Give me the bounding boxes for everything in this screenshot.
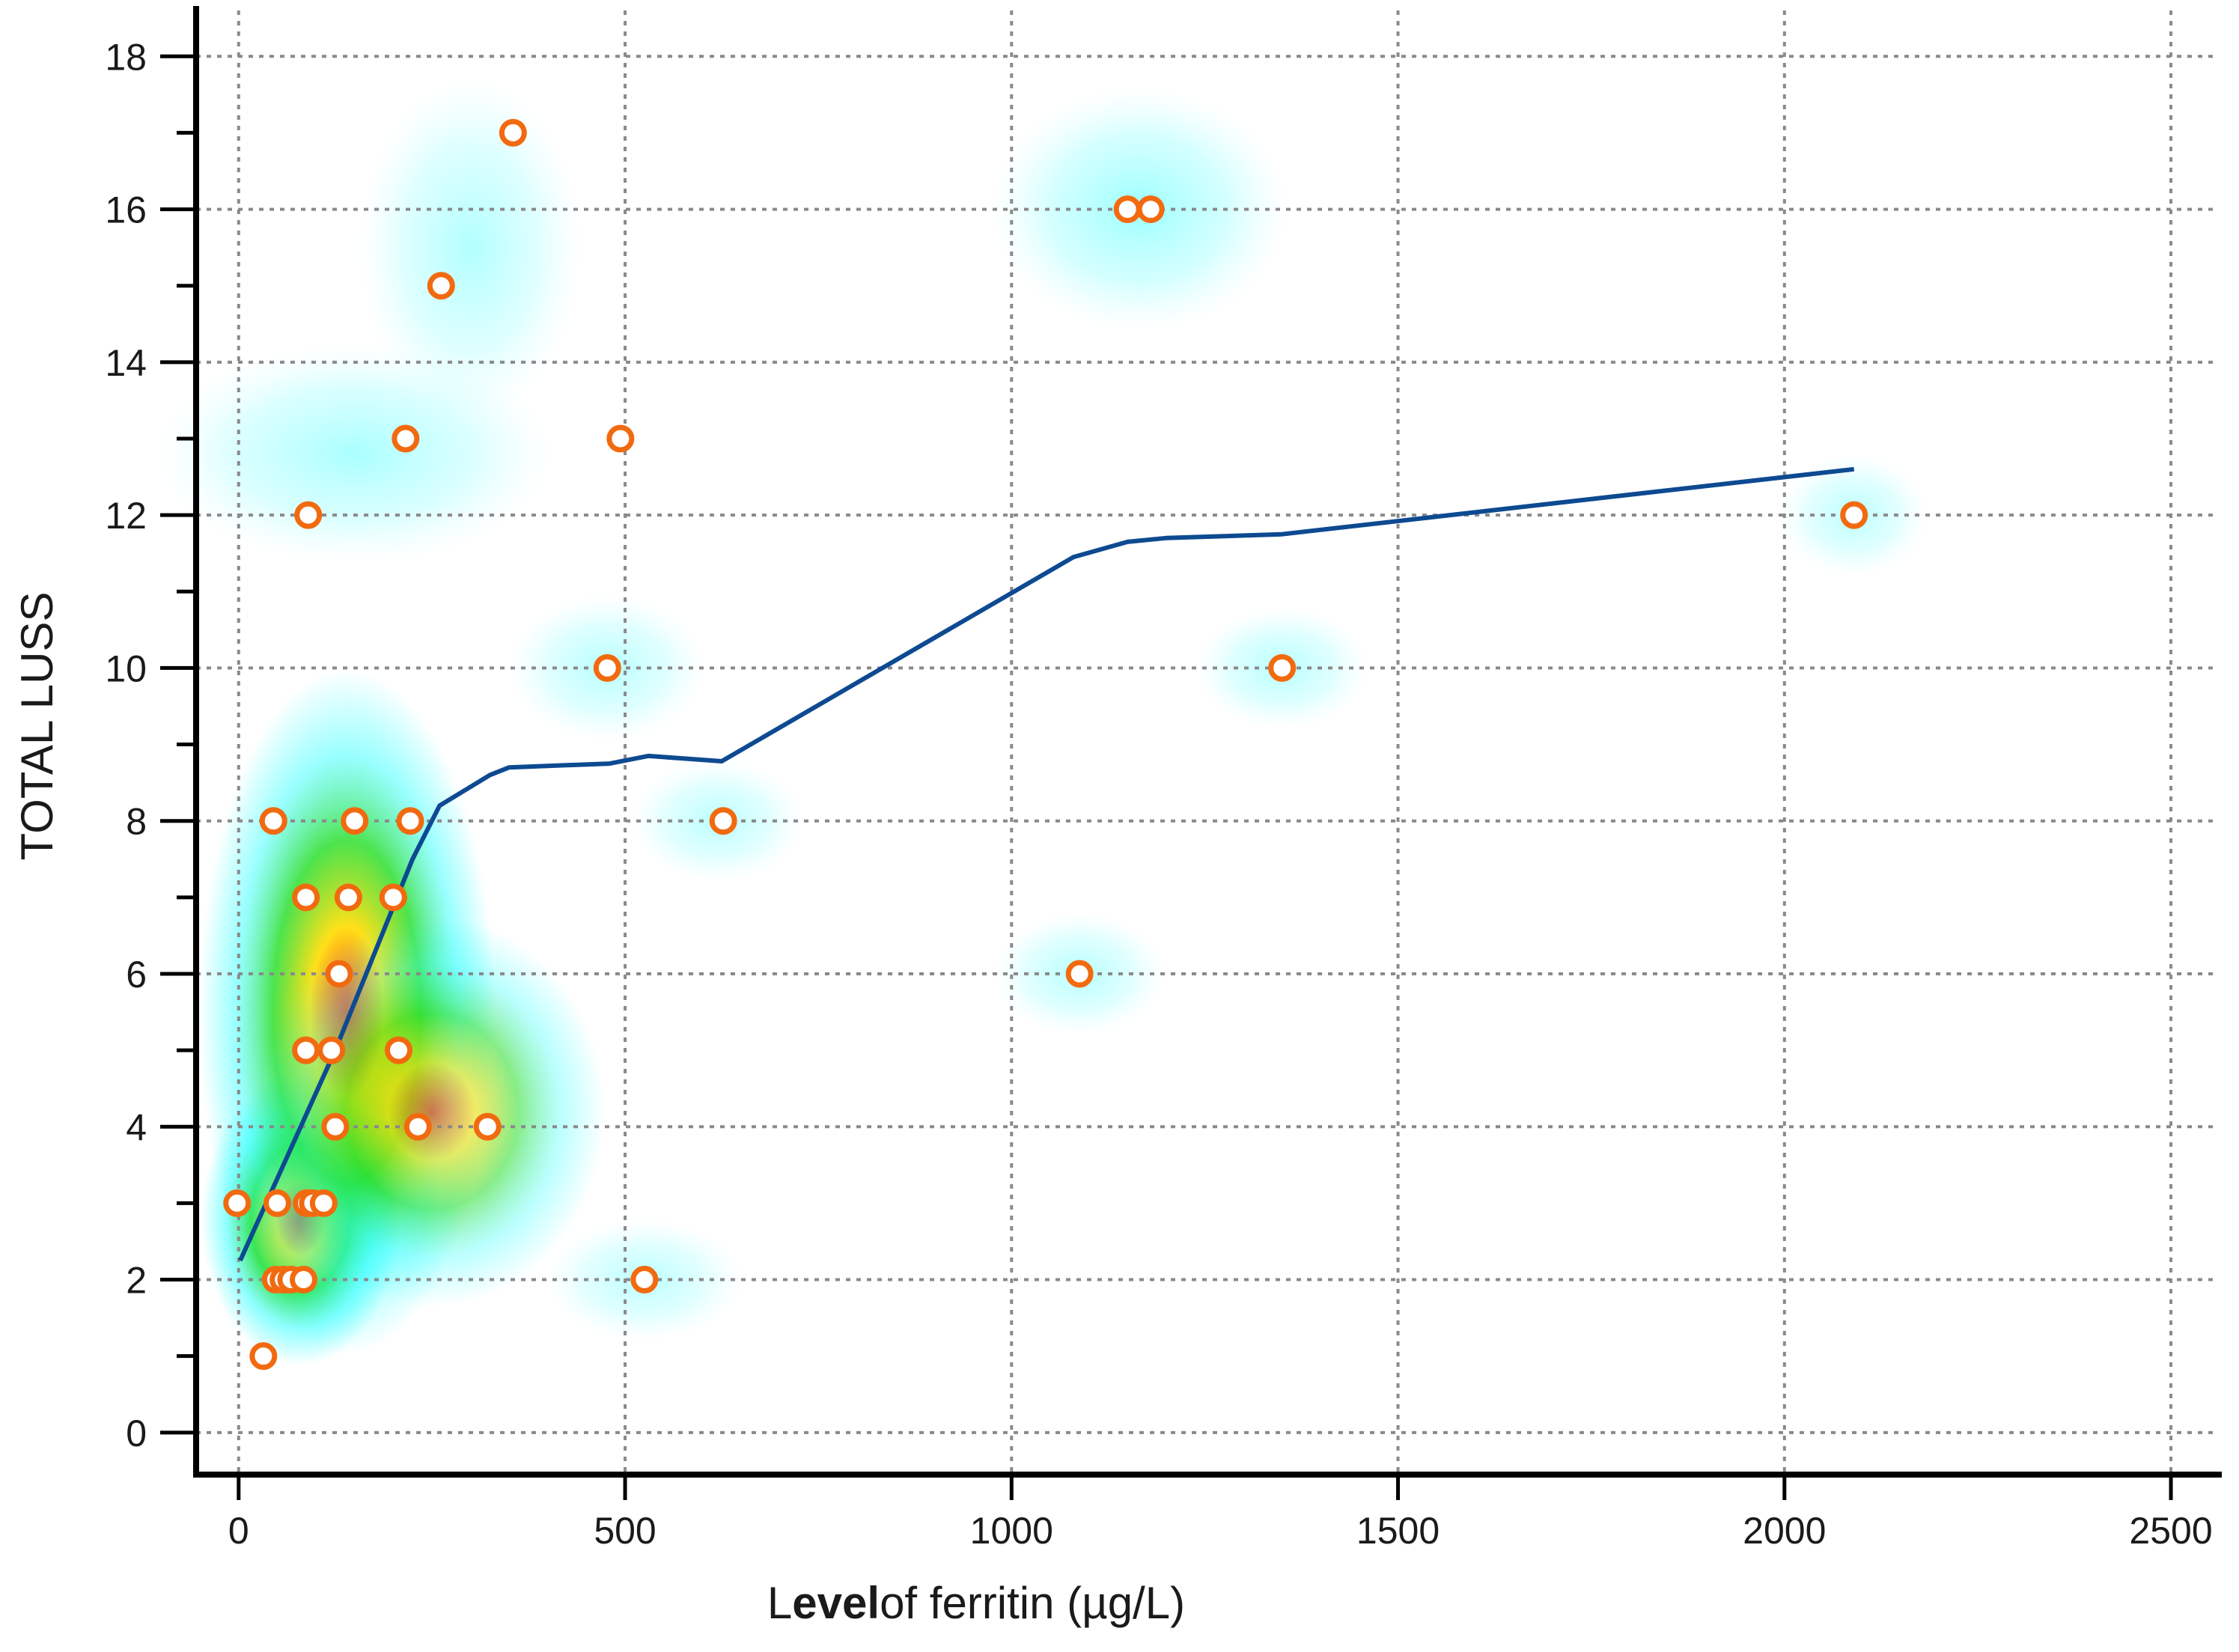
data-point <box>249 1342 278 1371</box>
data-point <box>292 1036 320 1064</box>
y-tick-label: 6 <box>126 954 147 996</box>
x-tick-label: 0 <box>228 1510 249 1552</box>
data-point <box>290 1266 318 1294</box>
data-point <box>317 1036 346 1064</box>
data-point <box>325 960 353 988</box>
data-point <box>1840 501 1868 529</box>
density-blob-2 <box>258 915 606 1308</box>
data-point <box>321 1112 350 1141</box>
y-tick-label: 8 <box>126 801 147 843</box>
grid-lines <box>196 10 2217 1475</box>
data-point <box>473 1112 502 1141</box>
x-axis-title: Levelof ferritin (µg/L) <box>767 1578 1185 1628</box>
data-point <box>334 883 362 912</box>
data-point <box>259 807 287 835</box>
data-point <box>1065 960 1094 988</box>
density-heatmap <box>156 76 1928 1365</box>
x-tick-label: 2000 <box>1743 1510 1826 1552</box>
y-tick-label: 2 <box>126 1260 147 1302</box>
data-point <box>499 118 527 147</box>
x-tick-label: 2500 <box>2129 1510 2212 1552</box>
data-point <box>294 501 323 529</box>
y-tick-label: 4 <box>126 1106 147 1148</box>
x-tick-label: 500 <box>594 1510 656 1552</box>
data-point <box>392 424 420 453</box>
data-point <box>709 807 737 835</box>
tick-labels: 0 2 4 6 8 10 12 14 16 18 0 500 1000 1500 2000 2500 <box>105 36 2212 1552</box>
data-point <box>396 807 424 835</box>
density-blob-4 <box>359 76 582 419</box>
data-point <box>341 807 369 835</box>
data-point <box>606 424 635 453</box>
data-point <box>427 272 455 300</box>
data-point <box>630 1266 659 1294</box>
data-point <box>1113 195 1142 224</box>
data-points <box>223 118 1868 1371</box>
y-tick-label: 0 <box>126 1412 147 1454</box>
data-point <box>1268 653 1297 682</box>
x-tick-label: 1500 <box>1356 1510 1440 1552</box>
y-axis-title: TOTAL LUSS <box>12 591 62 860</box>
trend-line-group <box>238 466 1855 1262</box>
y-tick-label: 14 <box>105 342 147 384</box>
data-point <box>309 1189 338 1217</box>
data-point <box>593 653 621 682</box>
data-point <box>385 1036 413 1064</box>
data-point <box>1136 195 1165 224</box>
data-point <box>263 1189 291 1217</box>
data-point <box>403 1112 432 1141</box>
x-tick-label: 1000 <box>970 1510 1053 1552</box>
data-point <box>292 883 320 912</box>
y-tick-label: 16 <box>105 189 147 231</box>
data-point <box>223 1189 252 1217</box>
trend-line <box>238 466 1855 1262</box>
y-tick-label: 12 <box>105 495 147 537</box>
y-tick-label: 10 <box>105 647 147 689</box>
axes <box>160 6 2222 1500</box>
data-point <box>379 883 407 912</box>
y-tick-label: 18 <box>105 36 147 78</box>
